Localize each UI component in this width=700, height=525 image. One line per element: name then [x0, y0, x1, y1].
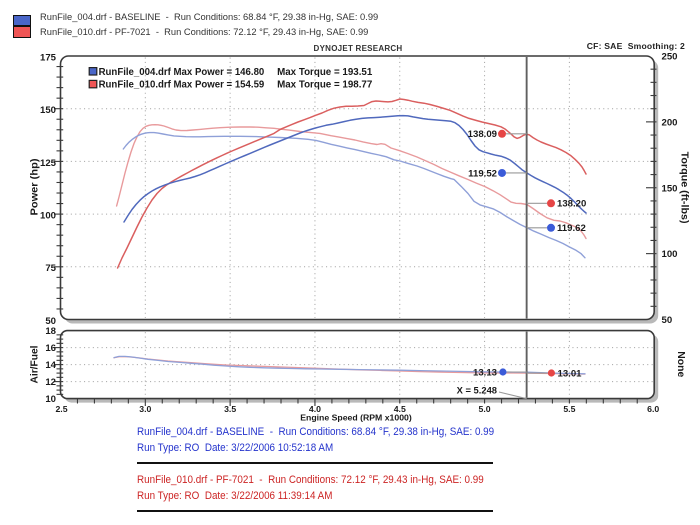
svg-text:Max Torque = 198.77: Max Torque = 198.77	[277, 80, 373, 91]
svg-text:None: None	[675, 351, 686, 377]
svg-text:175: 175	[40, 52, 57, 63]
svg-text:Max Torque = 193.51: Max Torque = 193.51	[277, 67, 373, 78]
svg-text:119.62: 119.62	[557, 223, 586, 234]
svg-text:Air/Fuel: Air/Fuel	[30, 345, 41, 383]
svg-text:138.20: 138.20	[557, 199, 586, 210]
svg-text:Torque (ft-lbs): Torque (ft-lbs)	[679, 152, 690, 224]
svg-text:119.52: 119.52	[468, 168, 497, 179]
svg-text:125: 125	[40, 158, 57, 169]
svg-text:10: 10	[45, 394, 56, 405]
svg-text:50: 50	[662, 315, 673, 326]
svg-text:RunFile_004.drf Max Power = 14: RunFile_004.drf Max Power = 146.80	[99, 67, 265, 78]
svg-text:12: 12	[45, 377, 56, 388]
svg-text:2.5: 2.5	[55, 404, 67, 414]
svg-text:3.5: 3.5	[224, 404, 236, 414]
svg-text:75: 75	[45, 263, 56, 274]
svg-text:150: 150	[662, 183, 678, 194]
svg-text:13.01: 13.01	[558, 368, 583, 379]
svg-text:Power (hp): Power (hp)	[30, 159, 41, 216]
svg-text:X = 5.248: X = 5.248	[457, 385, 497, 396]
svg-text:Engine Speed (RPM x1000): Engine Speed (RPM x1000)	[300, 413, 412, 423]
svg-text:150: 150	[40, 105, 56, 116]
svg-text:4.0: 4.0	[309, 404, 321, 414]
svg-text:50: 50	[45, 316, 56, 327]
svg-text:5.5: 5.5	[563, 404, 575, 414]
svg-text:250: 250	[662, 52, 678, 63]
svg-text:13.13: 13.13	[473, 367, 497, 378]
svg-text:200: 200	[662, 117, 678, 128]
svg-text:14: 14	[45, 360, 56, 371]
svg-text:5.0: 5.0	[479, 404, 491, 414]
svg-text:138.09: 138.09	[468, 129, 497, 140]
svg-text:RunFile_010.drf Max Power = 15: RunFile_010.drf Max Power = 154.59	[99, 80, 265, 91]
svg-text:3.0: 3.0	[139, 404, 151, 414]
svg-text:6.0: 6.0	[647, 404, 659, 414]
svg-text:100: 100	[40, 211, 56, 222]
svg-text:16: 16	[45, 343, 56, 354]
svg-text:4.5: 4.5	[394, 404, 406, 414]
svg-text:100: 100	[662, 249, 678, 260]
svg-text:18: 18	[45, 326, 56, 337]
